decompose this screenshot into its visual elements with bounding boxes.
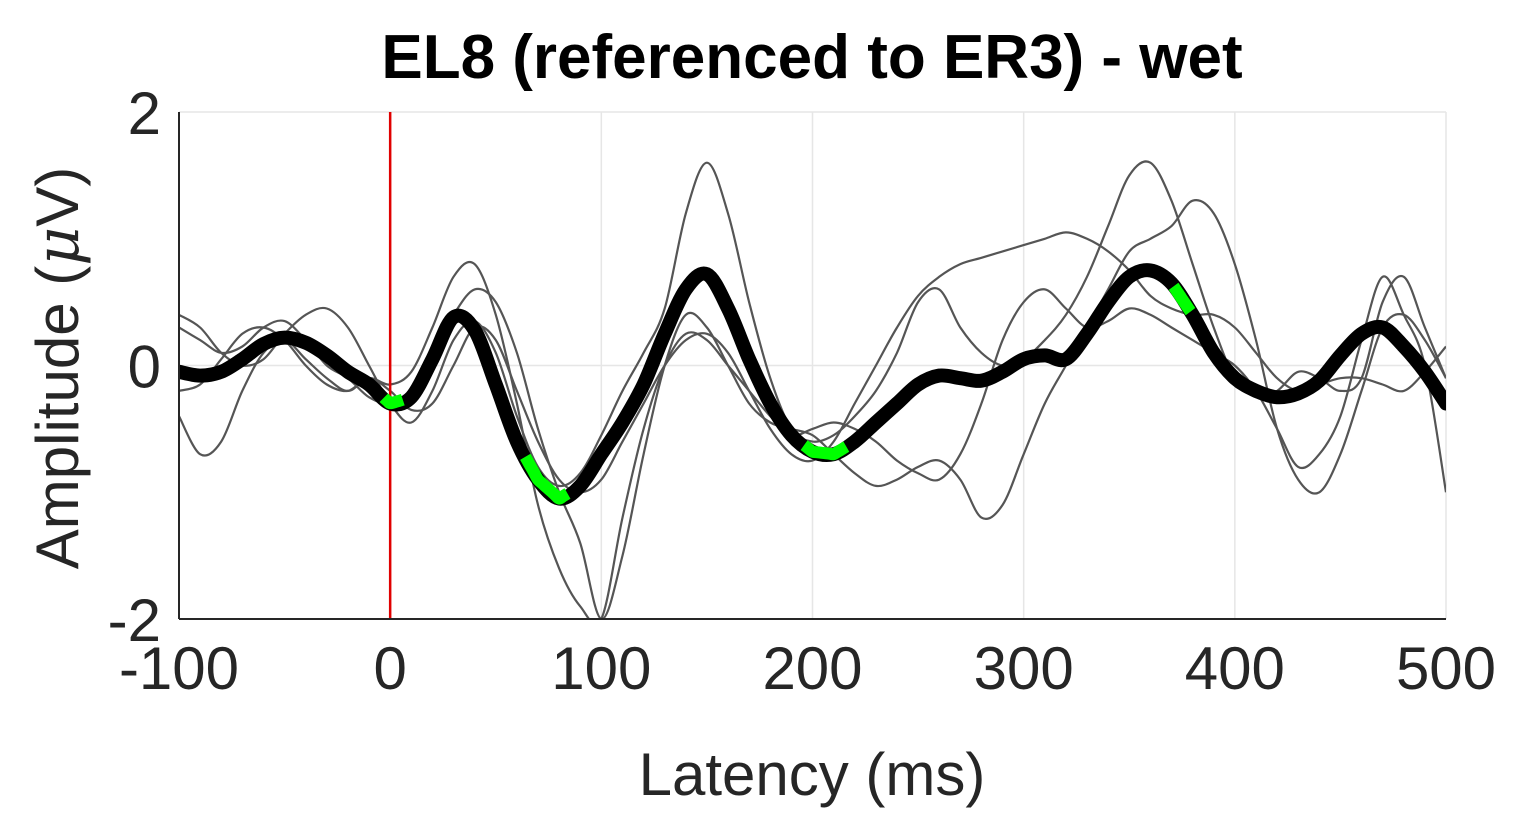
y-tick-label: 0 — [128, 334, 161, 401]
chart-title: EL8 (referenced to ER3) - wet — [381, 23, 1242, 92]
x-tick-label: 400 — [1185, 635, 1285, 702]
y-axis-label-prefix: Amplitude ( — [24, 266, 91, 569]
x-tick-label: 500 — [1396, 635, 1496, 702]
axes — [178, 112, 1446, 620]
x-axis-label: Latency (ms) — [639, 741, 986, 808]
tick-labels: -100 0 100 200 300 400 500 -2 0 2 — [108, 80, 1496, 702]
mean-line-group — [179, 263, 1446, 506]
x-tick-label: 300 — [974, 635, 1074, 702]
y-tick-label: 2 — [128, 80, 161, 147]
x-tick-label: -100 — [119, 635, 239, 702]
highlight-segment-3 — [800, 440, 850, 461]
x-tick-label: 200 — [762, 635, 862, 702]
x-tick-label: 0 — [373, 635, 406, 702]
trial-line-2 — [179, 260, 1446, 619]
y-tick-label: -2 — [108, 587, 161, 654]
y-axis-label: Amplitude (μV) — [23, 167, 93, 569]
y-axis-label-mu: μ — [23, 227, 93, 266]
highlight-segment-2 — [520, 453, 571, 505]
highlight-segment-1 — [379, 393, 407, 410]
y-axis-label-suffix: V) — [24, 167, 91, 227]
x-tick-label: 100 — [551, 635, 651, 702]
highlight-segment-4 — [1168, 282, 1196, 316]
